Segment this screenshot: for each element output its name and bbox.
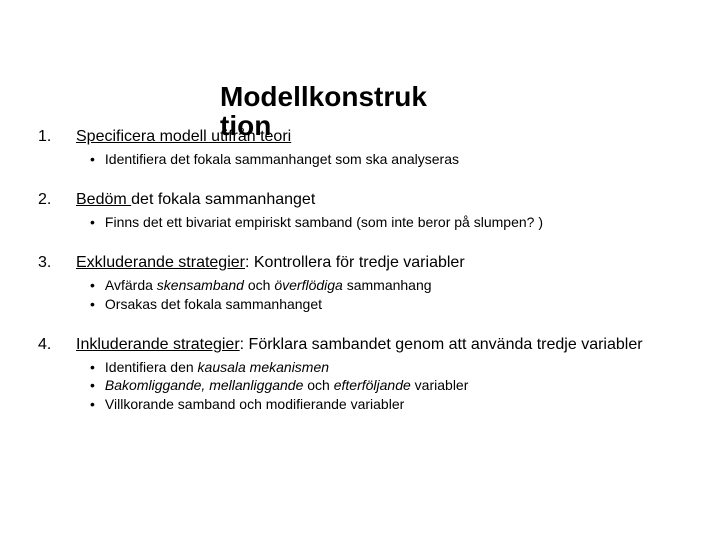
heading-rest: : Kontrollera för tredje variabler (245, 254, 465, 271)
item-heading: Bedöm det fokala sammanhanget (76, 191, 315, 209)
sub-text: Orsakas det fokala sammanhanget (105, 295, 322, 314)
sub-item: Bakomliggande, mellanliggande och efterf… (90, 376, 690, 395)
item-heading: Exkluderande strategier: Kontrollera för… (76, 254, 465, 272)
slide: Modellkonstruk tion 1. Specificera model… (0, 0, 720, 540)
sub-item: Finns det ett bivariat empiriskt samband… (90, 213, 690, 232)
sub-item: Identifiera den kausala mekanismen (90, 358, 690, 377)
item-number: 1. (38, 128, 76, 146)
sub-list: Identifiera den kausala mekanismen Bakom… (38, 358, 690, 415)
slide-content: 1. Specificera modell utifrån teori Iden… (38, 128, 690, 436)
item-number: 4. (38, 336, 76, 354)
heading-underlined: Inkluderande strategier (76, 336, 240, 353)
sub-item: Villkorande samband och modifierande var… (90, 395, 690, 414)
item-number: 3. (38, 254, 76, 272)
heading-underlined: Exkluderande strategier (76, 254, 245, 271)
heading-rest: : Förklara sambandet genom att använda t… (240, 336, 643, 353)
sub-item: Avfärda skensamband och överflödiga samm… (90, 276, 690, 295)
sub-text: Villkorande samband och modifierande var… (105, 395, 404, 414)
sub-list: Avfärda skensamband och överflödiga samm… (38, 276, 690, 314)
sub-text: Finns det ett bivariat empiriskt samband… (105, 213, 543, 232)
heading-underlined: Specificera modell utifrån teori (76, 128, 291, 145)
heading-rest: det fokala sammanhanget (131, 191, 315, 208)
heading-underlined: Bedöm (76, 191, 131, 208)
list-item: 2. Bedöm det fokala sammanhanget Finns d… (38, 191, 690, 232)
list-item: 4. Inkluderande strategier: Förklara sam… (38, 336, 690, 415)
sub-list: Identifiera det fokala sammanhanget som … (38, 150, 690, 169)
item-number: 2. (38, 191, 76, 209)
sub-text: Identifiera det fokala sammanhanget som … (105, 150, 459, 169)
item-heading-row: 4. Inkluderande strategier: Förklara sam… (38, 336, 690, 354)
sub-item: Orsakas det fokala sammanhanget (90, 295, 690, 314)
sub-list: Finns det ett bivariat empiriskt samband… (38, 213, 690, 232)
item-heading: Specificera modell utifrån teori (76, 128, 291, 146)
item-heading-row: 3. Exkluderande strategier: Kontrollera … (38, 254, 690, 272)
main-list: 1. Specificera modell utifrån teori Iden… (38, 128, 690, 414)
sub-text: Avfärda skensamband och överflödiga samm… (105, 276, 432, 295)
sub-text: Identifiera den kausala mekanismen (105, 358, 329, 377)
sub-item: Identifiera det fokala sammanhanget som … (90, 150, 690, 169)
item-heading: Inkluderande strategier: Förklara samban… (76, 336, 643, 354)
title-line-1: Modellkonstruk (220, 81, 427, 112)
item-heading-row: 2. Bedöm det fokala sammanhanget (38, 191, 690, 209)
list-item: 1. Specificera modell utifrån teori Iden… (38, 128, 690, 169)
list-item: 3. Exkluderande strategier: Kontrollera … (38, 254, 690, 314)
sub-text: Bakomliggande, mellanliggande och efterf… (105, 376, 468, 395)
item-heading-row: 1. Specificera modell utifrån teori (38, 128, 690, 146)
